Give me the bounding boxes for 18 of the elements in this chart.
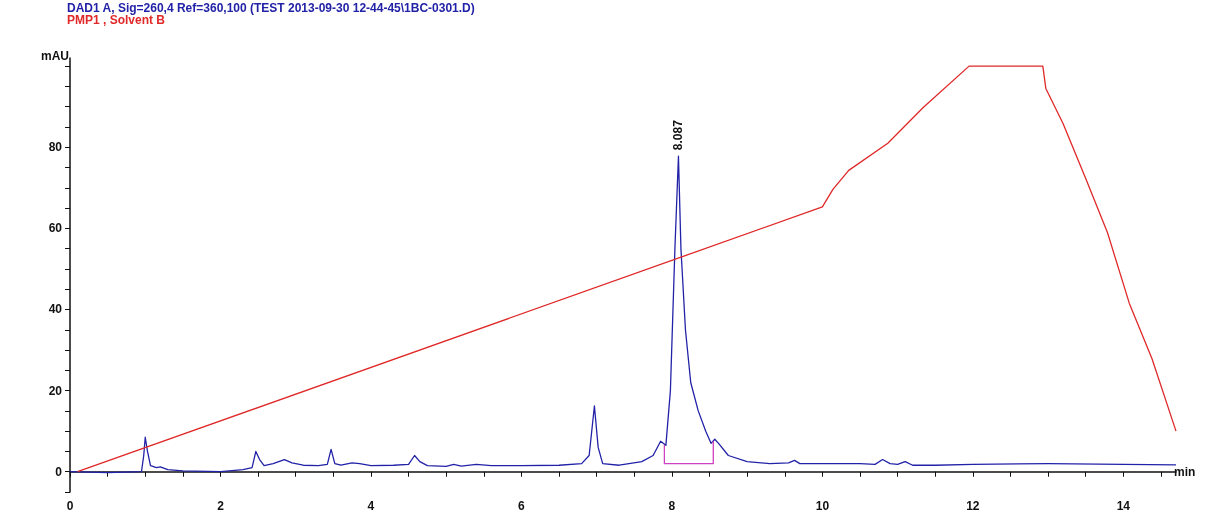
text: PMP1 , Solvent B — [67, 13, 166, 27]
x-tick-label: 12 — [966, 499, 980, 513]
y-tick-label: 40 — [48, 302, 63, 317]
x-tick-label: 2 — [217, 499, 225, 513]
annotation: 8.087 — [671, 119, 686, 151]
y-tick-label: 60 — [48, 221, 63, 236]
y-tick-label: 0 — [55, 464, 63, 479]
text: DAD1 A, Sig=260,4 Ref=360,100 (TEST 2013-09-30 12-44-45\1BC-0301.D) — [67, 1, 475, 15]
x-tick-label: 6 — [518, 499, 526, 513]
x-tick-label: 0 — [66, 499, 74, 513]
x-tick-label: 14 — [1116, 499, 1131, 513]
x-tick-label: 4 — [367, 499, 375, 513]
y-axis-title: mAU — [40, 49, 70, 63]
y-tick-label: 80 — [48, 140, 63, 155]
x-axis-title: min — [1174, 464, 1196, 479]
x-tick-label: 8 — [668, 499, 676, 513]
x-tick-label: 10 — [815, 499, 830, 513]
y-tick-label: 20 — [48, 383, 63, 398]
